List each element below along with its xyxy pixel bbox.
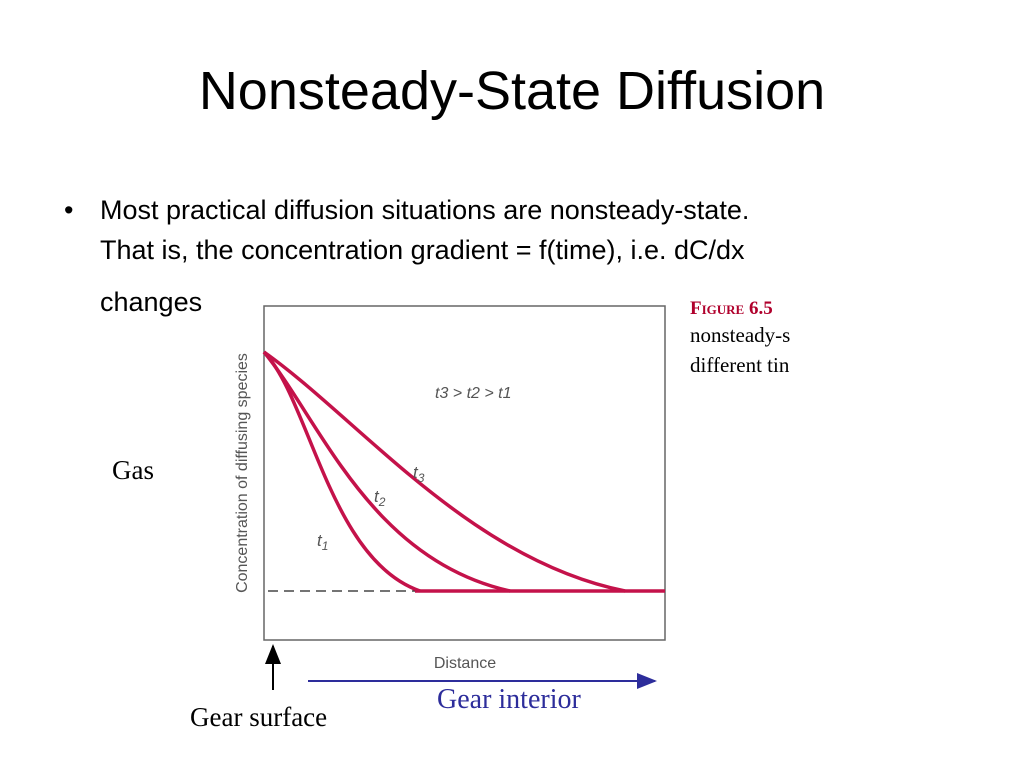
y-axis-label: Concentration of diffusing species [234,353,251,593]
gear-interior-label: Gear interior [437,684,581,715]
figure-number: Figure 6.5 [690,298,773,319]
bullet-line-1: Most practical diffusion situations are … [100,195,750,225]
bullet-marker: • [64,195,74,225]
gas-label: Gas [112,455,154,485]
curve-label-t1: t1 [317,531,328,553]
curve-t3 [262,350,626,593]
curve-t2 [262,350,511,593]
gear-surface-label: Gear surface [190,702,328,732]
figure-caption-line-1: nonsteady-s [690,323,791,347]
time-relation-label: t3 > t2 > t1 [435,385,512,402]
curve-label-t2: t2 [374,487,386,509]
bullet-line-3: changes [100,287,203,317]
x-axis-label: Distance [434,655,496,672]
curve-label-t3: t3 [413,463,425,485]
figure-caption: Figure 6.5 nonsteady-s different tin [690,298,820,380]
curve-t1 [262,350,421,593]
slide-title: Nonsteady-State Diffusion [198,61,826,121]
bullet-line-2: That is, the concentration gradient = f(… [100,235,745,265]
plot-frame [263,305,666,641]
figure-caption-line-2: different tin [690,353,790,377]
